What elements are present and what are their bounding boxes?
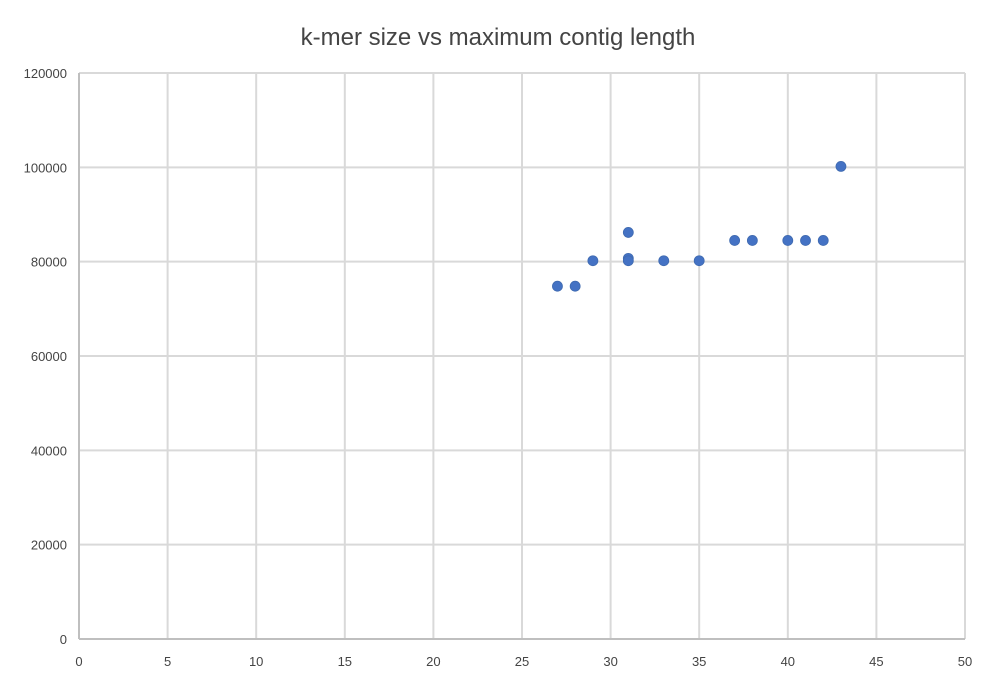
y-tick-label: 100000 [24,160,67,175]
y-tick-label: 20000 [31,538,67,553]
x-tick-label: 35 [692,654,706,669]
x-tick-label: 15 [338,654,352,669]
x-tick-label: 40 [781,654,795,669]
x-tick-label: 50 [958,654,972,669]
data-point [569,280,581,292]
axes [78,73,965,640]
data-point [658,255,670,267]
x-tick-label: 45 [869,654,883,669]
x-tick-label: 5 [164,654,171,669]
data-point [552,280,563,292]
x-tick-label: 30 [603,654,617,669]
grid [79,72,966,639]
x-tick-label: 25 [515,654,529,669]
y-tick-label: 40000 [31,443,67,458]
y-tick-label: 0 [60,632,67,647]
data-points [552,160,847,292]
data-point [622,227,634,238]
data-point [746,235,758,246]
data-point [693,255,705,267]
y-tick-label: 120000 [24,66,67,81]
chart-title: k-mer size vs maximum contig length [301,24,696,51]
data-point [622,255,634,267]
data-point [817,235,829,246]
data-point [729,235,741,246]
data-point [782,235,794,246]
y-tick-label: 80000 [31,255,67,270]
x-tick-label: 10 [249,654,263,669]
data-point [835,160,847,172]
data-point [587,255,599,267]
data-point [800,235,811,246]
tick-labels: 0 5 10 15 20 25 30 35 40 45 50 0 20000 40000 60000 8000… [24,66,973,669]
x-tick-label: 20 [426,654,440,669]
x-tick-label: 0 [75,654,82,669]
y-tick-label: 60000 [31,349,67,364]
